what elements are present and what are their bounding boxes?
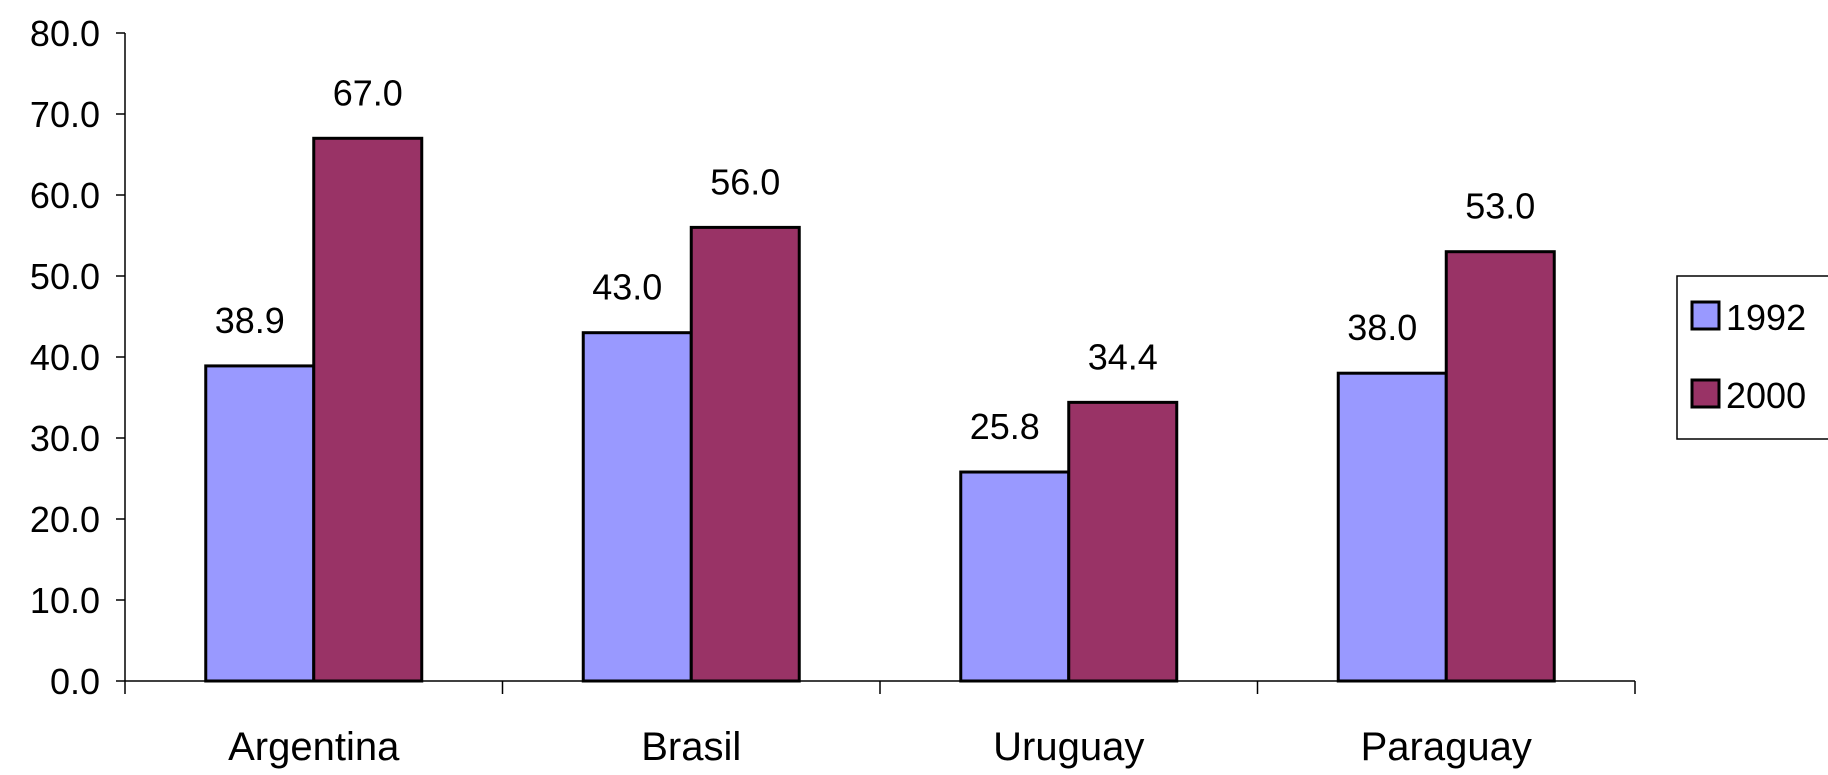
y-tick-label: 30.0 bbox=[30, 418, 100, 459]
category-label: Uruguay bbox=[993, 725, 1144, 769]
bar-2000-brasil bbox=[689, 225, 801, 683]
data-label: 25.8 bbox=[970, 406, 1040, 447]
bar-1992-paraguay bbox=[1336, 371, 1448, 683]
y-tick-label: 10.0 bbox=[30, 580, 100, 621]
data-label: 53.0 bbox=[1465, 186, 1535, 227]
bar-2000-uruguay bbox=[1067, 400, 1179, 683]
legend-label-2000: 2000 bbox=[1726, 375, 1806, 416]
legend-swatch-1992 bbox=[1690, 300, 1721, 331]
category-label: Paraguay bbox=[1361, 725, 1532, 769]
data-label: 38.9 bbox=[215, 300, 285, 341]
y-tick-label: 60.0 bbox=[30, 175, 100, 216]
category-label: Argentina bbox=[228, 725, 400, 769]
data-label: 34.4 bbox=[1088, 336, 1158, 377]
y-tick-label: 80.0 bbox=[30, 13, 100, 54]
data-label: 56.0 bbox=[710, 161, 780, 202]
bar-1992-brasil bbox=[581, 331, 693, 683]
y-tick-label: 20.0 bbox=[30, 499, 100, 540]
y-tick-label: 40.0 bbox=[30, 337, 100, 378]
bar-1992-argentina bbox=[204, 364, 316, 683]
category-label: Brasil bbox=[641, 725, 741, 769]
legend-swatch-2000 bbox=[1690, 378, 1721, 409]
y-tick-label: 70.0 bbox=[30, 94, 100, 135]
bar-1992-uruguay bbox=[959, 470, 1071, 683]
y-tick-label: 50.0 bbox=[30, 256, 100, 297]
y-tick-label: 0.0 bbox=[50, 661, 100, 702]
data-label: 67.0 bbox=[333, 72, 403, 113]
data-label: 38.0 bbox=[1347, 307, 1417, 348]
bar-2000-paraguay bbox=[1444, 250, 1556, 683]
bar-2000-argentina bbox=[312, 136, 424, 683]
legend-label-1992: 1992 bbox=[1726, 297, 1806, 338]
data-label: 43.0 bbox=[592, 267, 662, 308]
